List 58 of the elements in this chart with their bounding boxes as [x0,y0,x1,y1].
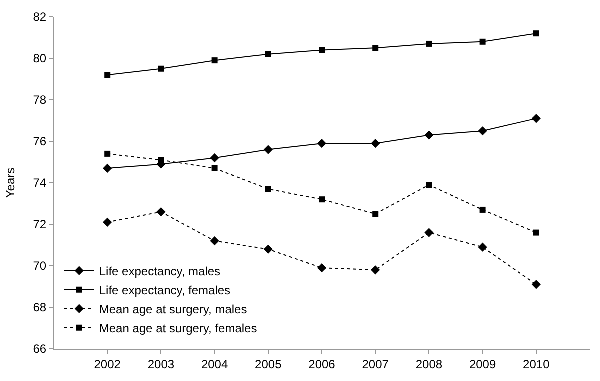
point [533,30,540,37]
point [210,236,220,246]
legend-label: Mean age at surgery, females [99,322,258,336]
y-tick-label: 68 [33,300,47,315]
point [104,150,111,157]
point [212,58,218,64]
point [264,145,273,154]
legend-label: Mean age at surgery, males [99,302,248,317]
point [212,165,218,172]
point [372,211,379,218]
point [371,266,380,275]
y-tick-label: 72 [33,218,47,232]
x-tick-label: 2005 [255,357,282,372]
y-tick-label: 66 [33,342,47,356]
point [424,228,434,238]
point [426,182,432,188]
point [319,196,325,203]
point [158,157,164,164]
point [104,72,111,78]
point [103,218,112,227]
point [210,154,220,163]
point [372,45,379,52]
y-tick-label: 70 [33,259,47,274]
point [424,130,434,140]
legend-label: Life expectancy, males [99,264,221,279]
point [317,264,327,273]
y-tick-label: 82 [33,10,47,24]
point [319,47,325,54]
x-tick-label: 2009 [469,357,496,372]
y-tick-label: 76 [33,134,47,149]
x-tick-label: 2003 [148,357,175,372]
point [533,230,540,236]
y-tick-label: 74 [33,176,47,190]
point [264,244,273,254]
x-tick-label: 2002 [94,357,122,372]
point [265,186,272,192]
y-tick-label: 80 [33,52,47,66]
point [478,126,488,136]
point [532,114,541,124]
x-tick-label: 2007 [362,357,390,372]
point [426,40,432,47]
point [156,208,166,217]
point [158,66,164,72]
point [532,280,541,290]
point [480,38,486,45]
y-axis-title: Years [4,168,18,198]
point [371,139,380,148]
x-tick-label: 2008 [416,357,443,372]
point [478,242,488,252]
x-tick-label: 2004 [201,357,228,372]
point [480,206,486,213]
point [317,139,327,148]
point [103,164,112,174]
x-tick-label: 2006 [308,357,336,372]
legend-label: Life expectancy, females [99,284,231,298]
point [265,51,272,58]
x-tick-label: 2010 [523,357,550,372]
y-tick-label: 78 [33,93,47,108]
